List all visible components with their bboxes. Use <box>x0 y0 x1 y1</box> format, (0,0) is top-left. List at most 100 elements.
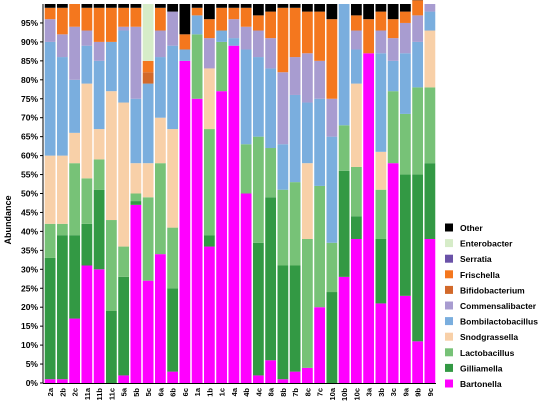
bar-segment-bombilactobacillus-9b <box>412 41 424 88</box>
x-tick-label: 6b <box>169 388 178 397</box>
y-tick-label: 80% <box>21 75 38 85</box>
bar-segment-bartonella-5b <box>130 204 142 383</box>
bar-segment-bombilactobacillus-6b <box>167 45 179 130</box>
bar-segment-bombilactobacillus-11b <box>93 60 105 130</box>
bar-segment-bartonella-9b <box>412 341 424 383</box>
bar-segment-other-2a <box>44 4 56 8</box>
bar-segment-other-6a <box>154 4 166 8</box>
bar-segment-gilliamella-11b <box>93 189 105 270</box>
x-tick-label: 1c <box>218 388 227 396</box>
legend-label: Commensalibacter <box>460 301 537 311</box>
bar-segment-commensalibacter-3b <box>375 30 387 54</box>
y-tick-label: 25% <box>21 283 38 293</box>
x-tick-label: 8b <box>279 388 288 397</box>
bar-segment-frischella-8c <box>301 11 313 54</box>
bar-segment-bombilactobacillus-10b <box>338 4 350 126</box>
bar-segment-gilliamella-1b <box>203 235 215 247</box>
bar-segment-other-6c <box>179 4 191 35</box>
y-tick-label: 65% <box>21 132 38 142</box>
bar-segment-other-11c <box>105 4 117 8</box>
y-tick-label: 10% <box>21 340 38 350</box>
bar-segment-lactobacillus-8c <box>301 238 313 368</box>
bar-segment-bartonella-5a <box>118 375 130 383</box>
bar-segment-lactobacillus-7c <box>314 185 326 308</box>
bar-segment-lactobacillus-2c <box>69 163 81 236</box>
bar-segment-gilliamella-6b <box>167 288 179 372</box>
bar-segment-other-8b <box>277 4 289 8</box>
bar-segment-lactobacillus-3b <box>375 189 387 239</box>
bar-segment-bartonella-3a <box>363 53 375 384</box>
bar-segment-frischella-2b <box>56 7 68 35</box>
bar-segment-frischella-1b <box>203 19 215 39</box>
bar-segment-lactobacillus-6b <box>167 227 179 289</box>
legend-label: Bombilactobacillus <box>460 317 538 327</box>
y-tick-label: 5% <box>26 359 39 369</box>
bar-segment-bartonella-9c <box>424 238 436 383</box>
y-tick-label: 35% <box>21 245 38 255</box>
bar-segment-other-5a <box>118 4 130 8</box>
bar-segment-frischella-4a <box>228 7 240 20</box>
bar-segment-bartonella-4c <box>252 375 264 383</box>
bar-segment-bombilactobacillus-1c <box>216 30 228 42</box>
bar-segment-commensalibacter-2a <box>44 19 56 42</box>
bar-segment-snodgrassella-1b <box>203 68 215 130</box>
bar-segment-bombilactobacillus-9a <box>399 53 411 114</box>
bar-segment-other-4b <box>240 4 252 8</box>
bar-segment-snodgrassella-3b <box>375 151 387 190</box>
bar-segment-lactobacillus-1a <box>191 34 203 99</box>
bar-segment-bartonella-4a <box>228 45 240 383</box>
y-tick-label: 20% <box>21 302 38 312</box>
x-tick-label: 2a <box>46 387 55 396</box>
bar-segment-bartonella-3c <box>387 163 399 383</box>
y-tick-label: 15% <box>21 321 38 331</box>
legend-swatch <box>445 223 453 232</box>
bar-segment-lactobacillus-9c <box>424 87 436 164</box>
bar-segment-commensalibacter-11b <box>93 41 105 61</box>
bar-segment-frischella-4b <box>240 7 252 27</box>
bar-segment-bartonella-2b <box>56 379 68 383</box>
bar-segment-frischella-6c <box>179 34 191 50</box>
bar-segment-gilliamella-10c <box>350 216 362 239</box>
bar-segment-bartonella-6c <box>179 60 191 383</box>
bar-segment-bartonella-8b <box>277 379 289 383</box>
bar-segment-other-11b <box>93 4 105 8</box>
bar-segment-bartonella-6a <box>154 254 166 383</box>
bar-segment-snodgrassella-5b <box>130 163 142 194</box>
x-tick-label: 1a <box>193 387 202 396</box>
bar-segment-snodgrassella-11c <box>105 91 117 221</box>
bar-segment-other-5b <box>130 4 142 8</box>
bar-segment-other-4a <box>228 4 240 8</box>
bar-segment-lactobacillus-8b <box>277 189 289 266</box>
bar-segment-other-2b <box>56 4 68 8</box>
bar-segment-bombilactobacillus-11c <box>105 41 117 92</box>
bar-segment-frischella-5a <box>118 7 130 27</box>
bar-segment-bartonella-6b <box>167 371 179 383</box>
x-tick-label: 2b <box>58 388 67 397</box>
bar-segment-bartonella-4b <box>240 193 252 383</box>
bar-segment-other-1c <box>216 4 228 8</box>
bar-segment-lactobacillus-8a <box>265 148 277 198</box>
y-tick-label: 70% <box>21 113 38 123</box>
x-tick-label: 6c <box>181 388 190 396</box>
y-tick-label: 0% <box>26 378 39 388</box>
y-tick-label: 95% <box>21 18 38 28</box>
bar-segment-commensalibacter-7c <box>314 60 326 99</box>
x-tick-label: 9b <box>414 388 423 397</box>
bar-segment-gilliamella-9a <box>399 174 411 296</box>
bar-segment-other-1b <box>203 4 215 20</box>
bar-segment-frischella-2c <box>69 4 81 27</box>
y-tick-label: 75% <box>21 94 38 104</box>
bar-segment-bombilactobacillus-4c <box>252 57 264 137</box>
bar-segment-commensalibacter-4b <box>240 26 252 50</box>
bar-segment-bartonella-1a <box>191 98 203 383</box>
x-tick-label: 6a <box>156 387 165 396</box>
bar-segment-lactobacillus-9b <box>412 87 424 175</box>
y-tick-label: 40% <box>21 226 38 236</box>
x-tick-label: 5a <box>120 387 129 396</box>
bar-segment-frischella-5b <box>130 7 142 27</box>
legend-label: Serratia <box>460 254 492 264</box>
bar-segment-bifidobacterium-5c <box>142 72 154 84</box>
bar-segment-lactobacillus-5b <box>130 193 142 202</box>
bar-segment-snodgrassella-5c <box>142 163 154 198</box>
bar-segment-lactobacillus-3c <box>387 91 399 164</box>
